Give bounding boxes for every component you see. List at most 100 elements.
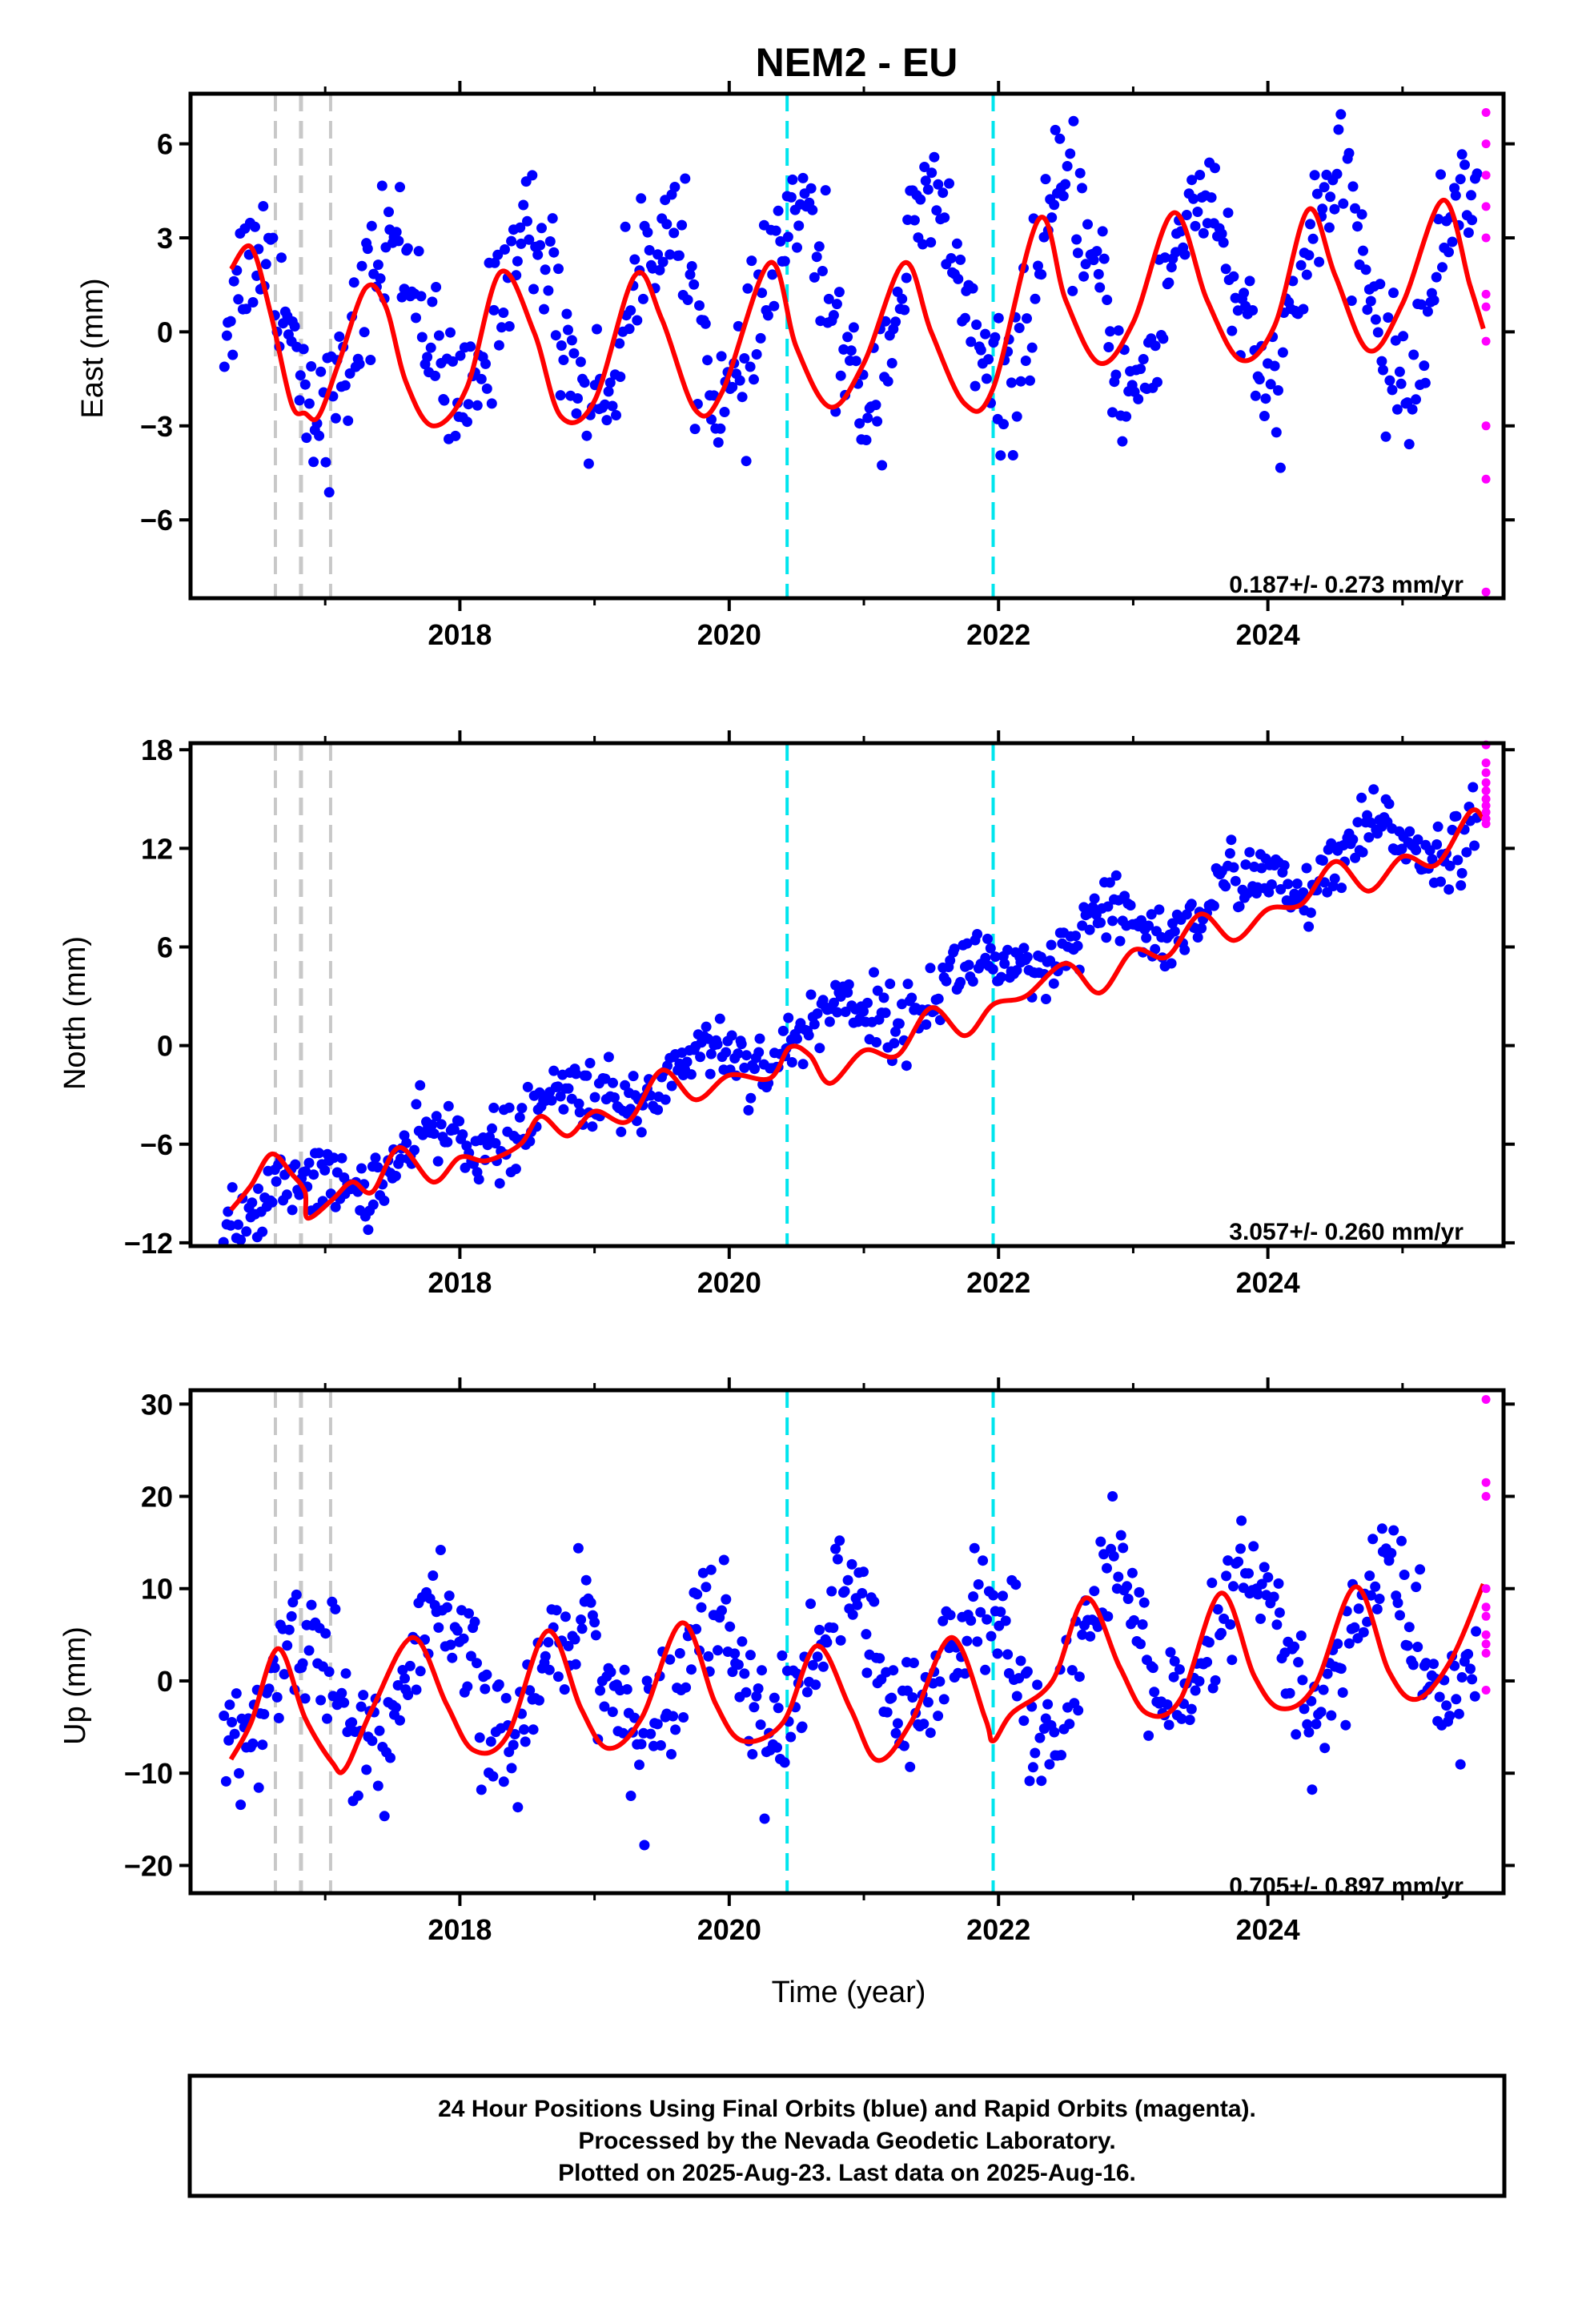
data-point xyxy=(1022,951,1033,963)
north-rate-label: 3.057+/- 0.260 mm/yr xyxy=(1229,1219,1464,1245)
data-point xyxy=(298,344,309,355)
data-point xyxy=(669,227,680,239)
data-point xyxy=(753,1047,765,1058)
data-point xyxy=(759,1813,770,1824)
data-point xyxy=(869,1596,880,1607)
data-point xyxy=(881,1707,893,1718)
data-point xyxy=(469,1616,480,1627)
data-point xyxy=(544,236,556,247)
data-point xyxy=(260,259,271,270)
data-point xyxy=(1408,349,1419,360)
data-point xyxy=(227,1182,238,1193)
data-point xyxy=(1115,1530,1126,1541)
data-point xyxy=(739,1668,750,1679)
data-point xyxy=(1048,978,1059,989)
data-point xyxy=(1091,246,1102,257)
data-point xyxy=(544,1664,555,1675)
data-point xyxy=(1435,876,1446,887)
data-point xyxy=(751,349,762,360)
x-tick-label: 2018 xyxy=(428,1913,492,1946)
data-point xyxy=(370,1152,381,1164)
x-tick-label: 2020 xyxy=(697,1913,761,1946)
data-point xyxy=(1077,183,1087,194)
data-point xyxy=(1095,1536,1106,1547)
data-point xyxy=(490,1138,501,1149)
data-point xyxy=(1095,917,1106,928)
data-point xyxy=(1136,915,1146,926)
data-point xyxy=(473,1174,484,1185)
data-point xyxy=(713,437,724,448)
rapid-point xyxy=(1481,807,1491,817)
data-point xyxy=(1186,175,1198,186)
data-point xyxy=(457,1129,468,1140)
data-point xyxy=(817,266,828,276)
data-point xyxy=(436,1119,447,1130)
data-point xyxy=(834,1535,845,1546)
data-point xyxy=(572,393,583,404)
data-point xyxy=(985,943,996,954)
data-point xyxy=(391,227,402,238)
data-point xyxy=(498,308,509,318)
data-point xyxy=(820,185,831,196)
data-point xyxy=(1113,325,1124,336)
data-point xyxy=(625,1791,636,1801)
data-point xyxy=(1107,407,1118,418)
data-point xyxy=(548,247,560,258)
y-tick-label: −6 xyxy=(140,504,173,537)
data-point xyxy=(872,416,883,427)
data-point xyxy=(361,1764,372,1775)
data-point xyxy=(831,299,842,310)
data-point xyxy=(929,151,940,163)
data-point xyxy=(1453,1708,1464,1719)
data-point xyxy=(741,456,752,467)
data-point xyxy=(319,1164,331,1176)
data-point xyxy=(625,305,636,316)
data-point xyxy=(857,1588,868,1598)
up-y-axis-label: Up (mm) xyxy=(58,1626,92,1745)
data-point xyxy=(590,1630,601,1641)
data-point xyxy=(1128,1614,1139,1626)
east-plot-frame xyxy=(188,91,1506,601)
data-point xyxy=(450,430,461,441)
data-point xyxy=(1230,875,1241,887)
data-point xyxy=(1395,1610,1405,1621)
data-point xyxy=(843,979,854,990)
data-point xyxy=(328,1152,339,1164)
data-point xyxy=(1273,385,1283,396)
data-point xyxy=(1283,879,1294,890)
data-point xyxy=(814,1624,825,1635)
data-point xyxy=(1371,1603,1383,1614)
data-point xyxy=(1444,860,1456,871)
data-point xyxy=(861,435,872,445)
data-point xyxy=(1050,124,1061,135)
data-point xyxy=(415,1666,426,1677)
data-point xyxy=(372,1780,383,1791)
data-point xyxy=(1291,879,1303,889)
data-point xyxy=(893,1018,905,1029)
data-point xyxy=(1301,862,1312,874)
data-point xyxy=(1443,884,1455,895)
data-point xyxy=(792,1033,802,1044)
y-tick-label: 6 xyxy=(157,128,173,161)
data-point xyxy=(1350,203,1360,214)
data-point xyxy=(1242,888,1253,899)
data-point xyxy=(1024,1775,1035,1787)
data-point xyxy=(717,1605,727,1616)
data-point xyxy=(1307,1784,1318,1795)
data-point xyxy=(472,400,483,411)
data-point xyxy=(375,273,386,284)
data-point xyxy=(782,231,793,243)
rapid-point xyxy=(1481,778,1491,787)
data-point xyxy=(920,175,931,187)
data-point xyxy=(749,1702,760,1713)
east-rapid-points xyxy=(1481,108,1491,597)
data-point xyxy=(231,1688,242,1699)
data-point xyxy=(696,1602,707,1613)
data-point xyxy=(267,1196,278,1208)
east-rate-label: 0.187+/- 0.273 mm/yr xyxy=(1229,572,1464,598)
data-point xyxy=(870,400,881,411)
data-point xyxy=(1044,1759,1055,1770)
data-point xyxy=(702,355,713,366)
data-point xyxy=(847,1609,858,1620)
data-point xyxy=(534,1695,544,1706)
